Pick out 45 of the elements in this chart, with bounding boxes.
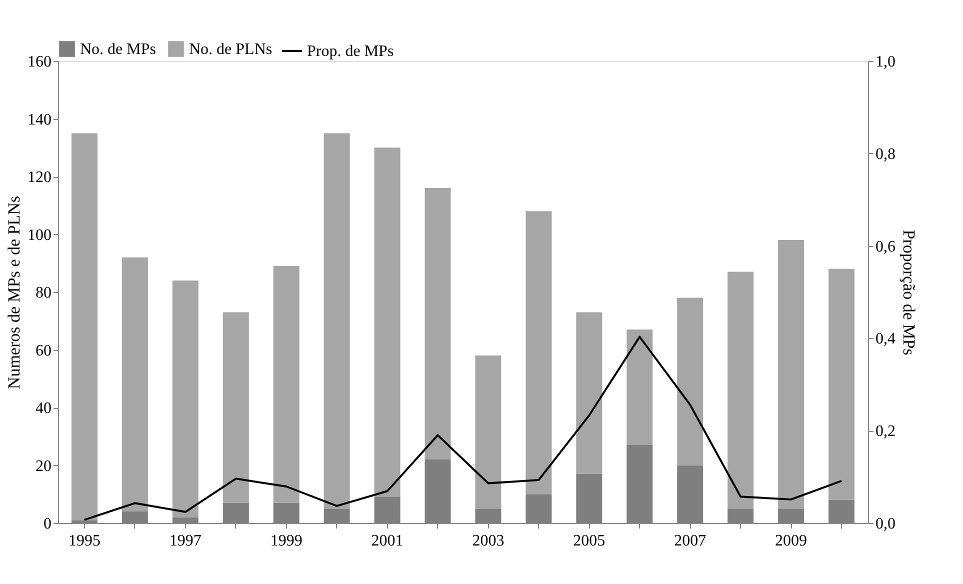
bar	[172, 280, 198, 518]
y-tick-label: 40	[36, 400, 52, 417]
x-tick-label: 2009	[775, 532, 808, 550]
x-tick-label: 1997	[169, 532, 202, 550]
x-tick-label: 2003	[472, 532, 504, 550]
x-tick-label: 1999	[270, 532, 302, 550]
x-tick-label: 2001	[371, 532, 404, 550]
bar	[626, 330, 653, 446]
bar	[122, 257, 148, 512]
y-tick-label: 140	[28, 111, 52, 128]
y2-tick-label: 0,6	[876, 238, 896, 256]
bar	[273, 266, 300, 503]
x-tick-label: 2005	[573, 532, 606, 550]
y-axis-title: Numeros de MPs e de PLNs	[4, 196, 24, 390]
bar	[222, 312, 249, 503]
y-tick-label: 160	[28, 54, 52, 70]
bar	[526, 211, 552, 494]
line-series	[83, 336, 843, 521]
legend-label: Prop. de MPs	[307, 43, 394, 60]
x-tick-label: 2007	[674, 532, 706, 550]
y2-axis-title: Proporção de MPs	[900, 230, 918, 356]
y2-tick-label: 1,0	[876, 54, 896, 70]
bar	[324, 133, 350, 509]
y-tick-label: 100	[28, 226, 52, 244]
y-tick-label: 0	[44, 516, 52, 532]
y-tick-label: 120	[28, 169, 52, 186]
bar	[828, 268, 855, 500]
bar	[677, 298, 704, 466]
bar	[475, 356, 502, 509]
x-tick-label: 1995	[68, 532, 100, 550]
bar	[728, 272, 754, 509]
y-tick-label: 80	[36, 284, 52, 302]
y2-tick-label: 0,4	[876, 330, 896, 348]
bar	[576, 312, 602, 474]
bar	[374, 148, 400, 498]
legend-label: No. de PLNs	[189, 41, 272, 58]
bar	[71, 133, 98, 520]
y2-tick-label: 0,0	[876, 516, 896, 532]
bar	[424, 188, 451, 460]
y-tick-label: 20	[36, 458, 52, 475]
legend-label: No. de MPs	[80, 41, 156, 58]
y-tick-label: 60	[36, 342, 52, 360]
y2-tick-label: 0,2	[876, 423, 896, 440]
y2-tick-label: 0,8	[876, 146, 896, 163]
bar	[778, 240, 804, 509]
